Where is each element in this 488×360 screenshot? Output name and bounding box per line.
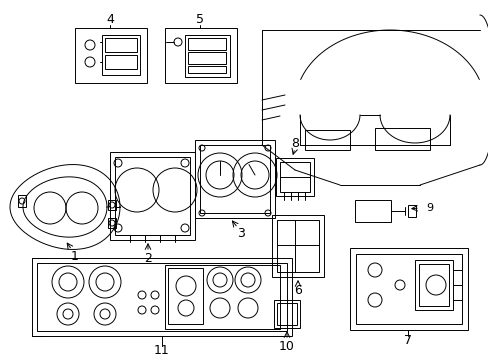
Bar [108, 200, 116, 210]
Bar [37, 263, 286, 331]
Bar [349, 248, 467, 330]
Bar [355, 254, 461, 324]
Bar [280, 162, 309, 192]
Text: 4: 4 [106, 13, 114, 26]
Bar [115, 157, 190, 235]
Bar [276, 220, 318, 272]
Bar [276, 303, 296, 325]
Bar [187, 66, 225, 73]
Bar [108, 218, 116, 228]
Bar [18, 195, 26, 207]
Bar [110, 152, 195, 240]
Text: 7: 7 [403, 333, 411, 346]
Text: 2: 2 [144, 252, 152, 265]
Bar [105, 55, 137, 69]
Bar [374, 128, 429, 150]
Text: 11: 11 [154, 343, 169, 356]
Bar [168, 268, 203, 324]
Bar [164, 28, 237, 83]
Bar [195, 140, 274, 218]
Bar [102, 35, 140, 75]
Bar [273, 300, 299, 328]
Bar [200, 145, 269, 213]
Bar [407, 205, 415, 217]
Text: 5: 5 [196, 13, 203, 26]
Bar [271, 215, 324, 277]
Text: 3: 3 [237, 226, 244, 239]
Bar [414, 260, 452, 310]
Bar [164, 265, 280, 329]
Text: 8: 8 [290, 136, 298, 149]
Bar [187, 38, 225, 50]
Text: 6: 6 [293, 284, 301, 297]
Bar [184, 35, 229, 77]
Bar [418, 264, 448, 306]
Text: 1: 1 [71, 251, 79, 264]
Bar [187, 52, 225, 64]
Bar [305, 130, 349, 150]
Bar [275, 158, 313, 196]
Bar [75, 28, 147, 83]
Text: 9: 9 [425, 203, 432, 213]
Bar [354, 200, 390, 222]
Bar [105, 38, 137, 52]
Text: 10: 10 [279, 339, 294, 352]
Bar [32, 258, 291, 336]
